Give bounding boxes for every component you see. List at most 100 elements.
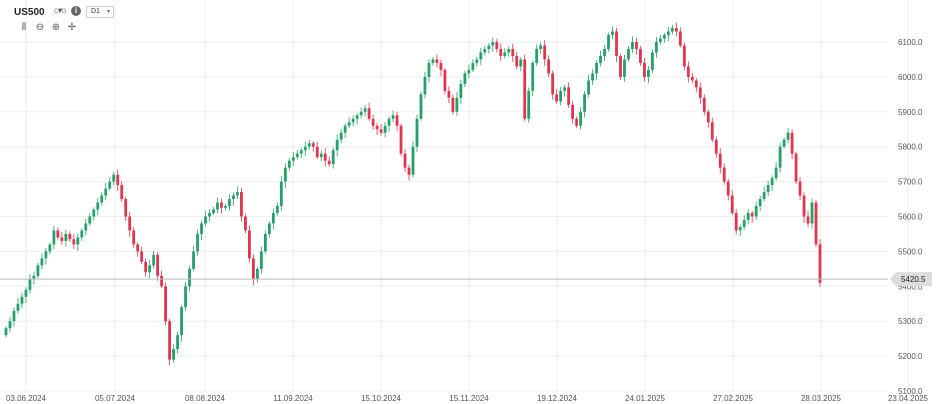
- candle: [271, 208, 275, 230]
- candle: [635, 37, 638, 55]
- candle-body: [419, 94, 423, 119]
- candle: [236, 186, 239, 200]
- candle: [383, 121, 387, 138]
- candle-body: [172, 349, 175, 360]
- candle: [802, 192, 806, 223]
- candles: [4, 22, 822, 366]
- candle-body: [295, 153, 299, 158]
- candle-body: [443, 69, 447, 91]
- candle: [814, 199, 818, 247]
- candle: [435, 54, 439, 68]
- candle: [196, 229, 199, 256]
- candle: [108, 177, 112, 191]
- candle-body: [152, 254, 156, 266]
- candle: [208, 209, 211, 222]
- candle: [563, 84, 567, 97]
- candle: [275, 202, 279, 216]
- symbol-dropdown-icon[interactable]: ▾: [58, 6, 63, 15]
- candle-body: [335, 139, 339, 151]
- candle: [678, 27, 682, 48]
- candle-body: [583, 94, 586, 112]
- candle: [579, 107, 582, 130]
- candle: [782, 137, 786, 149]
- candle: [559, 87, 563, 106]
- candle: [200, 220, 203, 240]
- candle: [427, 59, 431, 83]
- candle: [240, 187, 243, 222]
- candle: [359, 107, 363, 119]
- candle: [16, 298, 20, 314]
- candle: [658, 35, 662, 45]
- candle: [188, 265, 191, 292]
- y-tick-label: 5100.0: [898, 387, 923, 396]
- candle: [746, 209, 750, 225]
- candle: [128, 211, 132, 237]
- candle-body: [20, 296, 24, 304]
- candle: [706, 109, 710, 128]
- candle: [136, 242, 140, 257]
- x-tick-label: 08.08.2024: [185, 394, 226, 403]
- candle-body: [547, 59, 551, 74]
- candle-body: [503, 52, 507, 56]
- candle: [192, 245, 195, 272]
- candle: [547, 55, 551, 77]
- candle: [232, 192, 235, 206]
- candle: [315, 142, 319, 160]
- candle-body: [595, 62, 598, 74]
- candle: [643, 57, 646, 82]
- candle-body: [662, 35, 666, 39]
- candle-body: [16, 303, 20, 311]
- candle: [790, 129, 794, 160]
- candle: [611, 26, 614, 40]
- y-tick-label: 5400.0: [898, 282, 923, 291]
- candle: [698, 82, 702, 105]
- candle-body: [156, 254, 160, 276]
- candle-body: [204, 216, 207, 224]
- candle-body: [511, 48, 515, 56]
- symbol-label[interactable]: US500: [14, 7, 45, 18]
- candle: [267, 221, 271, 238]
- candle-body: [140, 251, 144, 262]
- candle-body: [742, 219, 746, 227]
- candle: [76, 233, 80, 251]
- candle: [431, 57, 435, 66]
- candle: [754, 201, 758, 220]
- candle: [104, 182, 108, 201]
- candle-body: [559, 90, 563, 102]
- candle-body: [575, 118, 578, 126]
- candle-body: [200, 223, 203, 234]
- candle-type-icon[interactable]: ⫴: [21, 22, 27, 33]
- candle-body: [806, 216, 810, 224]
- last-price-value: 5420.5: [901, 275, 926, 284]
- candle-body: [212, 209, 215, 214]
- candle-body: [631, 42, 634, 49]
- candle-body: [651, 52, 654, 70]
- candle-body: [403, 153, 407, 168]
- info-icon[interactable]: i: [71, 6, 81, 16]
- candle: [72, 233, 76, 249]
- candle-body: [124, 199, 128, 217]
- candle-body: [343, 125, 347, 133]
- candle-body: [232, 195, 235, 200]
- y-tick-label: 5900.0: [898, 108, 923, 117]
- candle-body: [112, 174, 116, 182]
- candle-body: [467, 69, 471, 74]
- zoom-in-icon[interactable]: ⊕: [51, 22, 61, 33]
- candle-body: [160, 275, 164, 287]
- candle-body: [323, 153, 327, 161]
- crosshair-icon[interactable]: ✛: [67, 22, 77, 33]
- candle: [463, 70, 467, 88]
- candle: [623, 54, 626, 82]
- interval-select[interactable]: D1 ▾: [86, 6, 114, 18]
- candle: [726, 178, 730, 201]
- candle-body: [92, 209, 96, 217]
- chart-toolbar: US500 CFD ▾ i D1 ▾ ⫴ ⊖ ⊕ ✛: [0, 0, 200, 40]
- candle-body: [730, 195, 734, 214]
- candle: [152, 250, 156, 269]
- candle-body: [359, 111, 363, 116]
- candle-body: [387, 118, 391, 126]
- candle-body: [455, 97, 459, 112]
- candle: [718, 148, 722, 174]
- zoom-out-icon[interactable]: ⊖: [35, 22, 45, 33]
